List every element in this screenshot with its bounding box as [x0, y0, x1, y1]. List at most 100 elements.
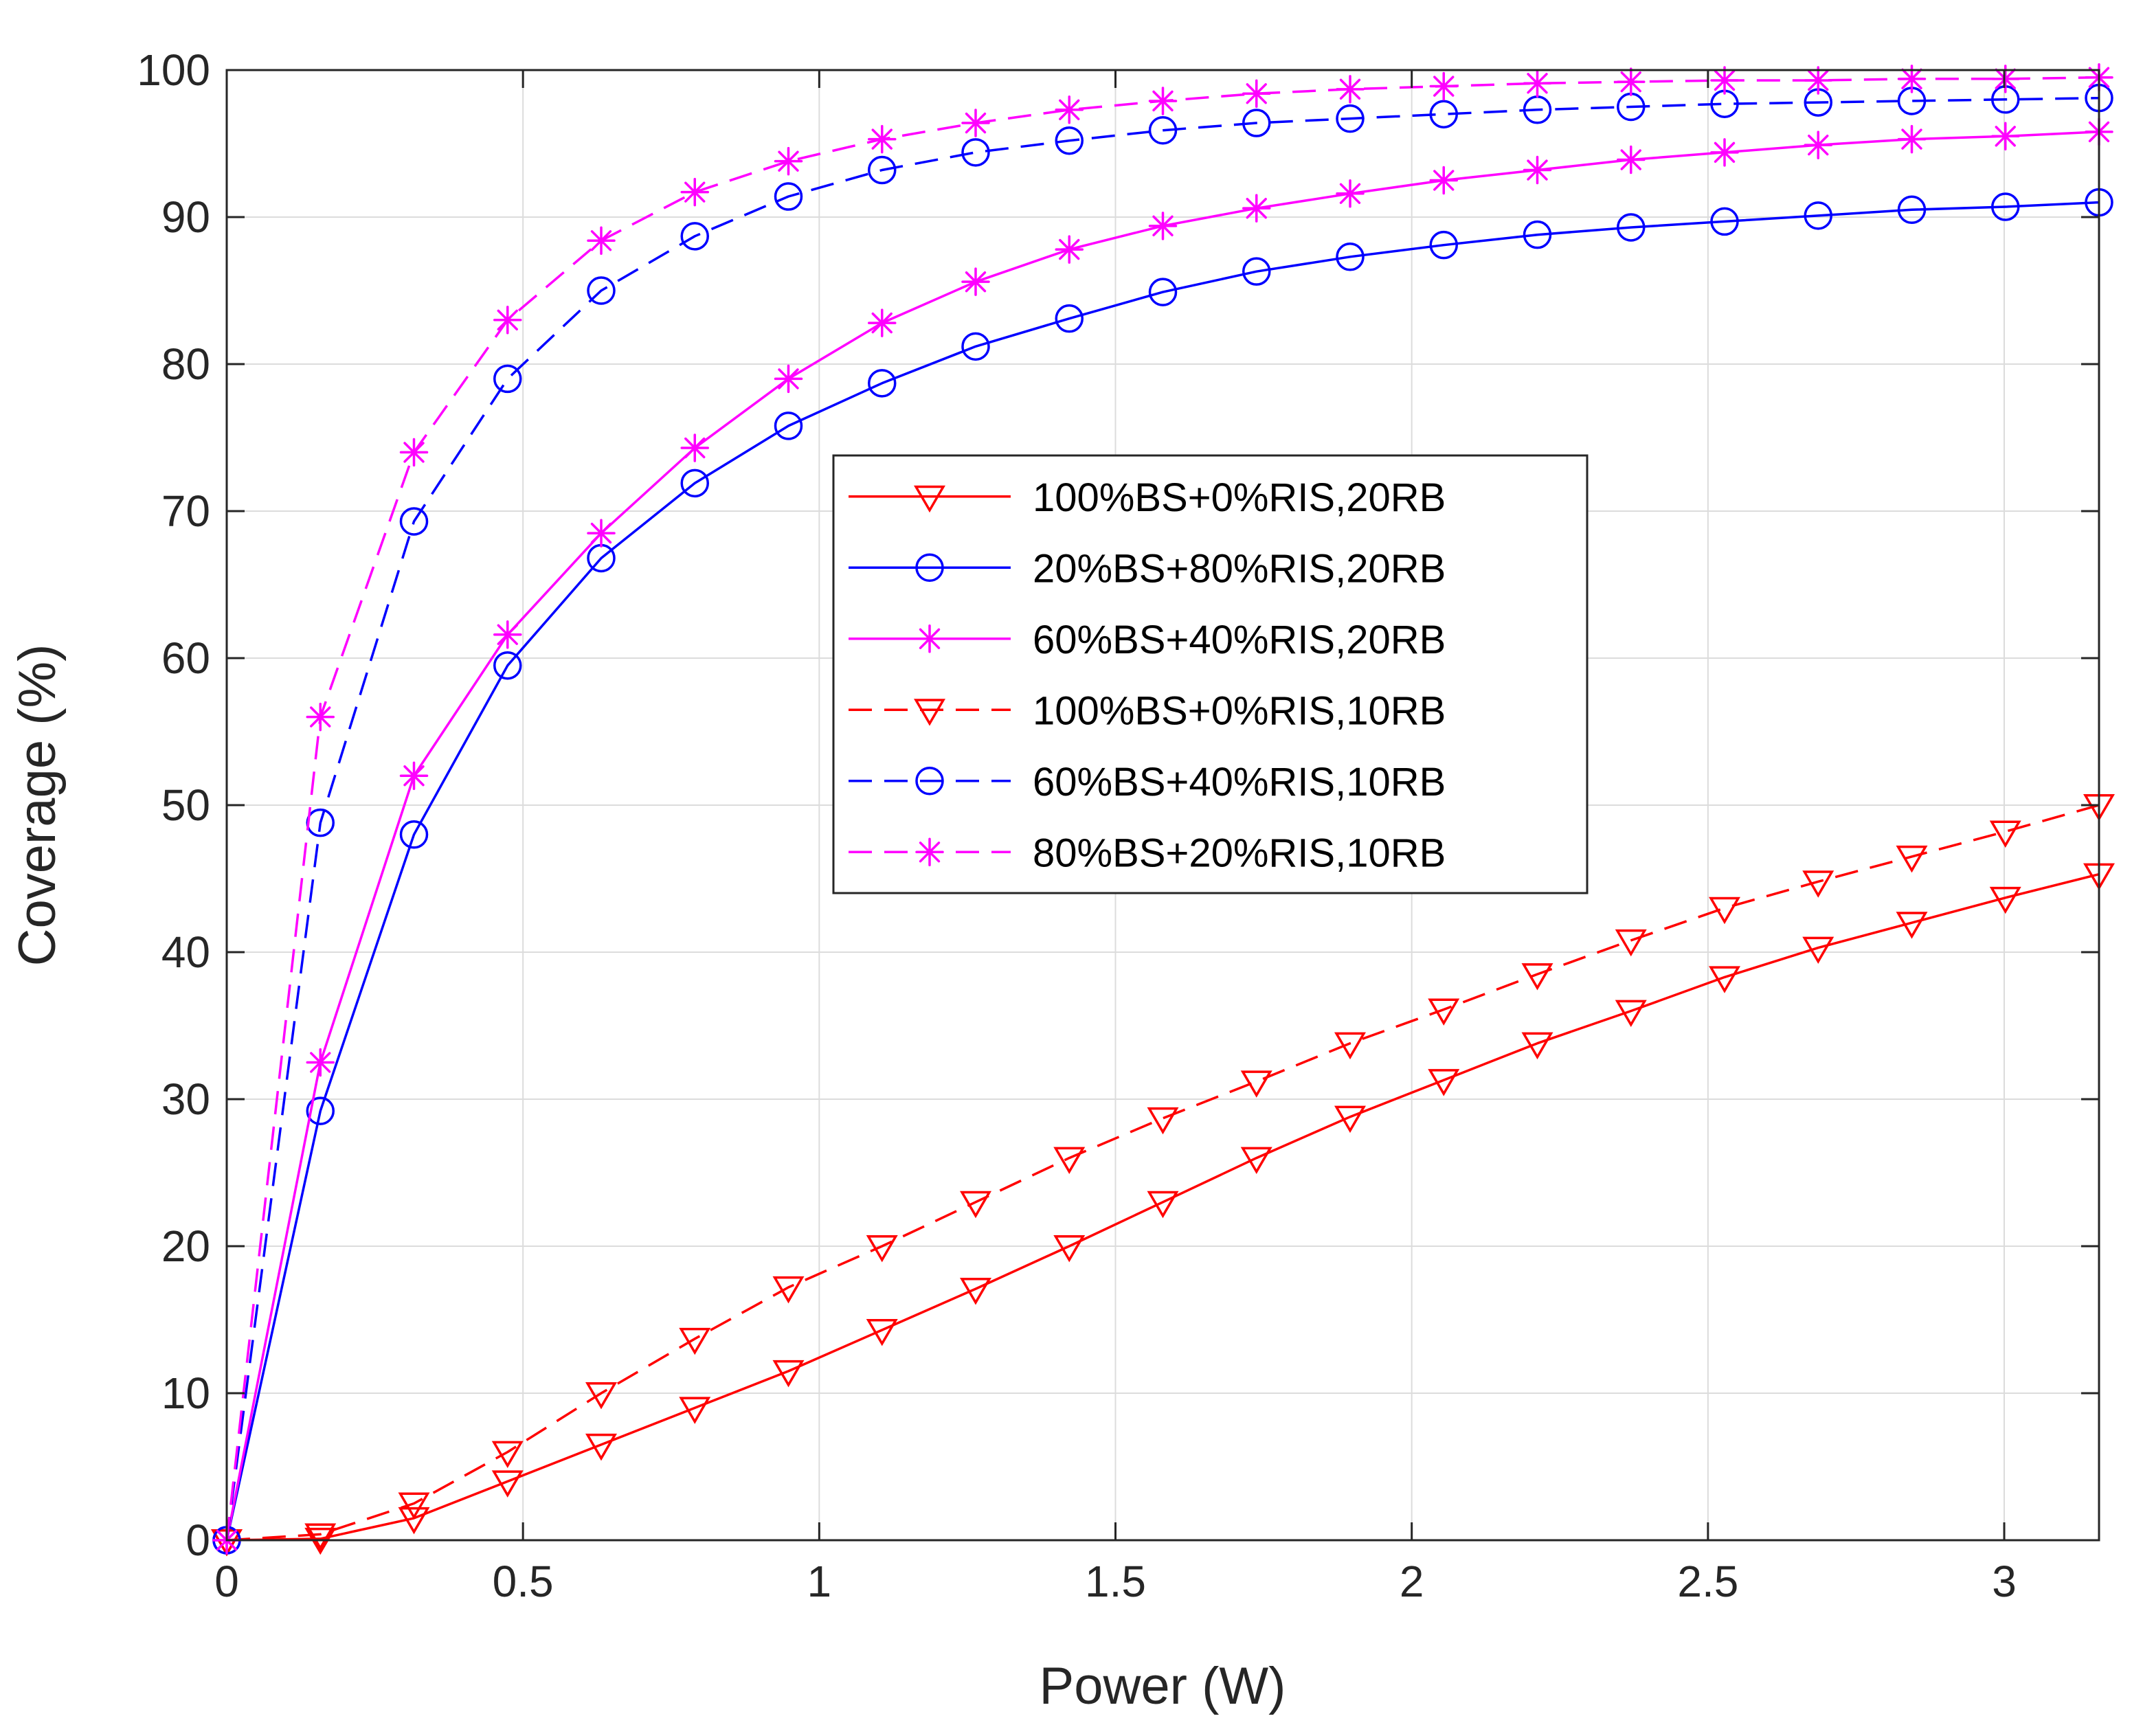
data-point: [1336, 104, 1365, 133]
data-point: [1242, 79, 1271, 108]
marker-stroke: [684, 181, 706, 203]
data-point: [585, 1433, 617, 1461]
data-point: [1991, 122, 2020, 151]
data-point: [774, 146, 803, 176]
legend-marker: [914, 699, 945, 726]
legend-entry-6: 80%BS+20%RIS,10RB: [849, 831, 1446, 875]
y-tick-label: 100: [137, 45, 210, 95]
data-point: [1802, 870, 1834, 898]
marker-stroke: [1152, 215, 1174, 237]
data-point: [493, 306, 522, 335]
data-point: [1615, 1000, 1647, 1028]
legend-marker: [915, 624, 944, 653]
data-point: [1148, 115, 1178, 145]
legend-entry-1: 100%BS+0%RIS,20RB: [849, 475, 1446, 520]
data-point: [1148, 278, 1178, 306]
y-tick-label: 60: [161, 633, 210, 683]
series-line: [225, 201, 2100, 1541]
series-line: [226, 804, 2100, 1542]
marker-stroke: [684, 437, 706, 459]
data-point: [868, 124, 897, 154]
series-5: [212, 83, 2113, 1555]
y-tick-label: 90: [161, 192, 210, 242]
data-point: [1804, 131, 1832, 159]
data-point: [1147, 1107, 1179, 1135]
data-point: [1336, 179, 1365, 208]
series-line: [225, 96, 2100, 1541]
data-point: [679, 1397, 711, 1424]
data-point: [960, 1191, 991, 1219]
data-point: [961, 138, 990, 167]
data-point: [680, 469, 709, 498]
legend-label: 80%BS+20%RIS,10RB: [1033, 831, 1446, 875]
data-point: [1055, 235, 1084, 264]
marker-stroke: [590, 230, 612, 251]
data-point: [1336, 75, 1365, 104]
marker-stroke: [1714, 142, 1736, 164]
data-point: [1804, 201, 1832, 230]
data-point: [680, 222, 709, 251]
data-point: [587, 276, 616, 305]
marker-stroke: [1620, 149, 1641, 170]
data-point: [1897, 124, 1927, 154]
data-point: [868, 369, 897, 398]
data-point: [1428, 998, 1460, 1026]
data-point: [1147, 1191, 1179, 1219]
data-point: [1242, 257, 1271, 286]
legend-label: 100%BS+0%RIS,20RB: [1033, 475, 1446, 520]
legend-entry-5: 60%BS+40%RIS,10RB: [849, 760, 1446, 804]
legend: 100%BS+0%RIS,20RB 20%BS+80%RIS,20RB 60%BS+…: [832, 454, 1589, 894]
marker-stroke: [1339, 183, 1361, 204]
legend-marker: [914, 485, 945, 513]
marker-stroke: [965, 112, 987, 134]
data-point: [1804, 66, 1832, 95]
data-point: [1615, 929, 1647, 957]
data-point: [1521, 1032, 1553, 1060]
marker-stroke: [310, 706, 331, 728]
y-tick-label: 40: [161, 927, 210, 977]
marker-stroke: [1808, 134, 1829, 156]
data-point: [1148, 87, 1178, 115]
data-point: [1896, 912, 1928, 939]
marker-stroke: [871, 312, 893, 334]
legend-marker: [915, 767, 944, 796]
y-tick-label: 70: [161, 486, 210, 536]
data-point: [960, 1278, 991, 1305]
marker-stroke: [1527, 73, 1548, 94]
data-point: [1989, 886, 2021, 914]
data-point: [680, 177, 709, 207]
data-point: [399, 507, 429, 536]
y-tick-label: 0: [186, 1515, 210, 1565]
marker-stroke: [1527, 159, 1548, 181]
marker-stroke: [1059, 99, 1080, 120]
data-point: [1242, 194, 1271, 223]
marker-stroke: [310, 1052, 331, 1073]
data-point: [1802, 936, 1834, 965]
legend-label: 60%BS+40%RIS,10RB: [1033, 760, 1446, 804]
data-point: [774, 182, 803, 211]
data-point: [1710, 138, 1739, 167]
marker-stroke: [1339, 78, 1361, 100]
data-point: [866, 1318, 898, 1346]
data-point: [1055, 126, 1084, 155]
data-point: [1521, 963, 1553, 991]
data-point: [399, 820, 429, 849]
y-tick-label: 80: [161, 339, 210, 389]
data-point: [493, 364, 522, 394]
data-point: [680, 433, 709, 462]
legend-entry-2: 20%BS+80%RIS,20RB: [849, 546, 1446, 591]
data-point: [306, 702, 335, 732]
data-point: [1897, 65, 1927, 93]
marker-stroke: [1808, 69, 1829, 91]
marker-stroke: [497, 624, 518, 645]
data-point: [493, 620, 522, 649]
marker-stroke: [1714, 69, 1736, 91]
marker-stroke: [919, 842, 941, 863]
series-line: [226, 872, 2100, 1542]
x-axis-label: Power (W): [1040, 1657, 1286, 1715]
data-point: [399, 438, 429, 467]
data-point: [961, 332, 990, 361]
marker-stroke: [1901, 68, 1922, 90]
